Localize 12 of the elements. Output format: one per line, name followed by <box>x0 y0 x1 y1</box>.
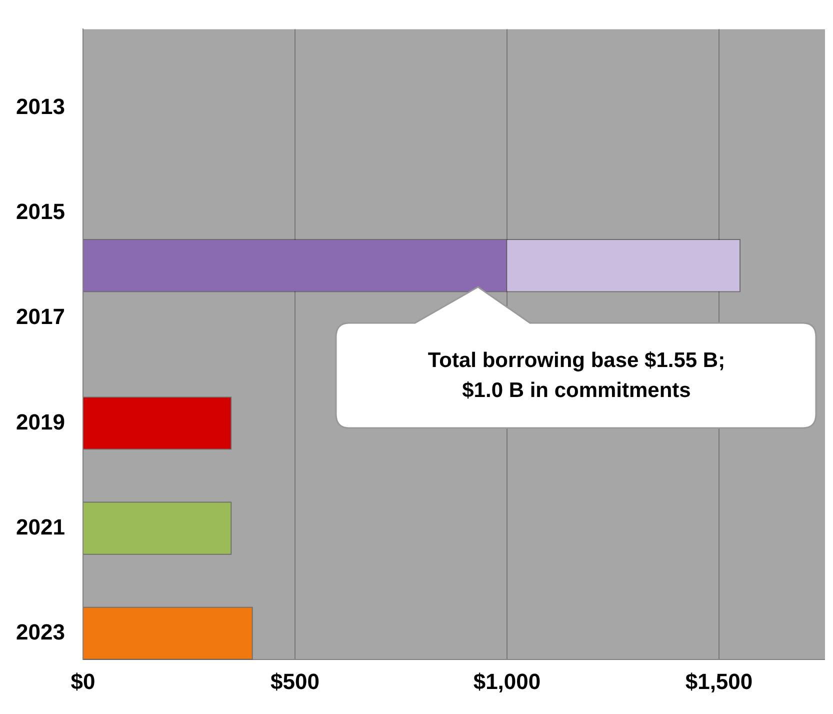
x-tick-label: $0 <box>70 668 96 694</box>
annotation: Total borrowing base $1.55 B; $1.0 B in commitments <box>426 348 726 404</box>
callout-box: Total borrowing base $1.55 B; $1.0 B in commitments <box>335 285 818 430</box>
y-tick-label: 2019 <box>16 409 65 434</box>
y-tick-label: 2023 <box>16 619 65 644</box>
y-tick-label: 2021 <box>16 514 65 540</box>
x-tick-label: $1,500 <box>685 668 753 694</box>
y-tick-label: 2013 <box>16 94 65 120</box>
x-tick-label: $1,000 <box>473 668 541 694</box>
y-tick-label: 2017 <box>16 304 65 330</box>
x-tick-label: $500 <box>270 668 320 694</box>
y-tick-label: 2015 <box>16 199 65 224</box>
